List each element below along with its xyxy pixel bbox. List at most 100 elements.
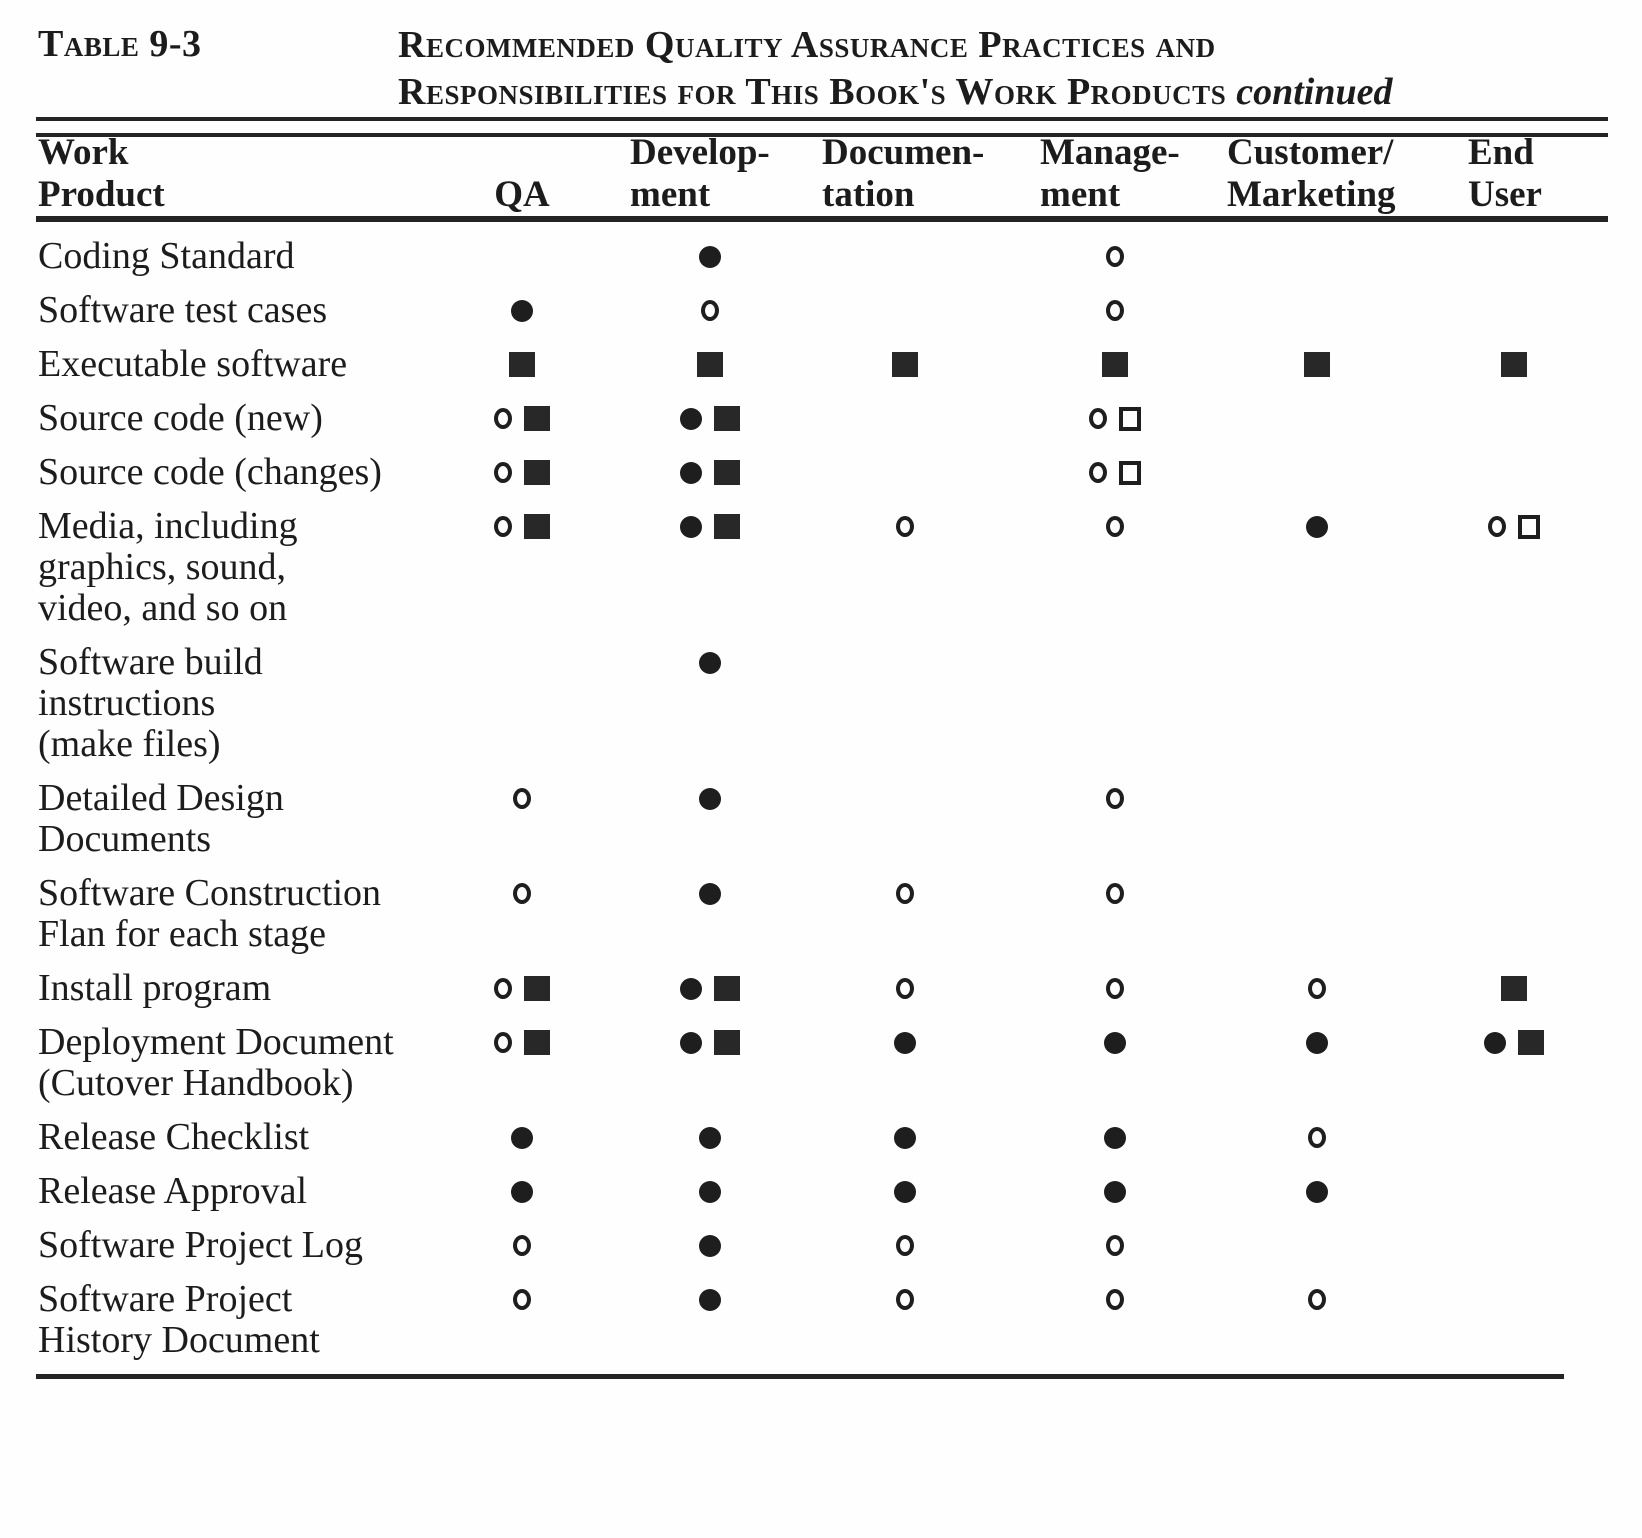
open-circle-icon — [896, 978, 914, 999]
filled-circle-icon — [1104, 1126, 1126, 1149]
open-circle-icon — [896, 1289, 914, 1310]
filled-square-icon — [714, 514, 740, 539]
open-circle-icon — [896, 1235, 914, 1256]
responsibility-cell-management — [1040, 873, 1190, 914]
responsibility-cell-management — [1040, 398, 1190, 439]
open-circle-icon — [1106, 788, 1124, 809]
responsibility-cell-documentation — [822, 1022, 988, 1063]
responsibility-cell-management — [1040, 1022, 1190, 1063]
open-circle-icon — [1106, 1235, 1124, 1256]
filled-circle-icon — [680, 1031, 702, 1054]
open-circle-icon — [701, 300, 719, 321]
work-product-name-line: Release Approval — [38, 1170, 308, 1212]
filled-square-icon — [1102, 352, 1128, 377]
responsibility-cell-management — [1040, 344, 1190, 385]
filled-circle-icon — [699, 1180, 721, 1203]
responsibility-cell-qa — [462, 778, 582, 819]
open-circle-icon — [1106, 516, 1124, 537]
open-square-icon — [1119, 460, 1141, 485]
filled-circle-icon — [680, 515, 702, 538]
table-body: Coding Standard Software test cases Execut… — [0, 236, 1642, 1379]
responsibility-cell-customer-marketing — [1227, 1022, 1407, 1063]
work-product-name-line: Coding Standard — [38, 235, 295, 277]
filled-square-icon — [1304, 352, 1330, 377]
column-header-management: Manage-ment — [1040, 132, 1190, 216]
responsibility-cell-development — [630, 1225, 790, 1266]
filled-circle-icon — [1306, 1031, 1328, 1054]
column-header-qa: QA — [462, 132, 582, 216]
work-product-name: Executable software — [38, 344, 468, 385]
open-circle-icon — [1106, 300, 1124, 321]
table-title-line2: Responsibilities for This Book's Work Pr… — [398, 71, 1227, 113]
work-product-name: Coding Standard — [38, 236, 468, 277]
work-product-name-line: Detailed Design — [38, 777, 284, 819]
table-row: Software test cases — [0, 290, 1642, 331]
responsibility-cell-documentation — [822, 1171, 988, 1212]
open-circle-icon — [1308, 1127, 1326, 1148]
responsibility-cell-customer-marketing — [1227, 344, 1407, 385]
responsibility-cell-development — [630, 778, 790, 819]
work-product-name: Deployment Document (Cutover Handbook) — [38, 1022, 468, 1104]
filled-circle-icon — [511, 299, 533, 322]
open-circle-icon — [1106, 883, 1124, 904]
responsibility-cell-documentation — [822, 1117, 988, 1158]
open-square-icon — [1518, 514, 1540, 539]
filled-square-icon — [524, 1030, 550, 1055]
work-product-name-line: Software build — [38, 641, 263, 683]
filled-circle-icon — [699, 1234, 721, 1257]
work-product-name: Software build instructions (make files) — [38, 642, 468, 765]
responsibility-cell-customer-marketing — [1227, 506, 1407, 547]
column-header-text: Manage- — [1040, 132, 1180, 173]
filled-circle-icon — [699, 651, 721, 674]
filled-circle-icon — [511, 1180, 533, 1203]
responsibility-cell-qa — [462, 1225, 582, 1266]
work-product-name-line: Release Checklist — [38, 1116, 310, 1158]
responsibility-cell-development — [630, 968, 790, 1009]
column-header-customer-marketing: Customer/Marketing — [1227, 132, 1407, 216]
filled-square-icon — [714, 406, 740, 431]
open-circle-icon — [494, 462, 512, 483]
responsibility-cell-development — [630, 1279, 790, 1320]
work-product-name-line: Software Project Log — [38, 1224, 364, 1266]
responsibility-cell-qa — [462, 506, 582, 547]
table-row: Source code (changes) — [0, 452, 1642, 493]
responsibility-cell-qa — [462, 873, 582, 914]
filled-square-icon — [524, 976, 550, 1001]
responsibility-cell-management — [1040, 1171, 1190, 1212]
table-row: Install program — [0, 968, 1642, 1009]
responsibility-cell-customer-marketing — [1227, 1279, 1407, 1320]
responsibility-cell-development — [630, 344, 790, 385]
work-product-name-line: instructions — [38, 682, 216, 724]
responsibility-cell-end-user — [1468, 506, 1560, 547]
column-header-text: ment — [1040, 174, 1121, 215]
work-product-name-line: (Cutover Handbook) — [38, 1062, 354, 1104]
open-circle-icon — [1106, 1289, 1124, 1310]
open-circle-icon — [896, 516, 914, 537]
filled-square-icon — [1518, 1030, 1544, 1055]
responsibility-cell-development — [630, 642, 790, 683]
work-product-name-line: Source code (changes) — [38, 451, 382, 493]
top-double-rule — [36, 117, 1608, 137]
table-title-continued: continued — [1236, 71, 1393, 113]
work-product-name: Software test cases — [38, 290, 468, 331]
responsibility-cell-documentation — [822, 1225, 988, 1266]
table-row: Coding Standard — [0, 236, 1642, 277]
responsibility-cell-management — [1040, 778, 1190, 819]
responsibility-cell-qa — [462, 968, 582, 1009]
open-circle-icon — [513, 788, 531, 809]
open-circle-icon — [513, 883, 531, 904]
column-header-documentation: Documen-tation — [822, 132, 988, 216]
responsibility-cell-documentation — [822, 968, 988, 1009]
filled-circle-icon — [1104, 1031, 1126, 1054]
filled-square-icon — [509, 352, 535, 377]
open-circle-icon — [896, 883, 914, 904]
open-circle-icon — [494, 1032, 512, 1053]
work-product-name-line: Flan for each stage — [38, 913, 327, 955]
filled-square-icon — [697, 352, 723, 377]
responsibility-cell-end-user — [1468, 1022, 1560, 1063]
table-label: Table 9-3 — [38, 23, 202, 65]
open-circle-icon — [513, 1289, 531, 1310]
open-circle-icon — [1106, 246, 1124, 267]
open-circle-icon — [1089, 408, 1107, 429]
